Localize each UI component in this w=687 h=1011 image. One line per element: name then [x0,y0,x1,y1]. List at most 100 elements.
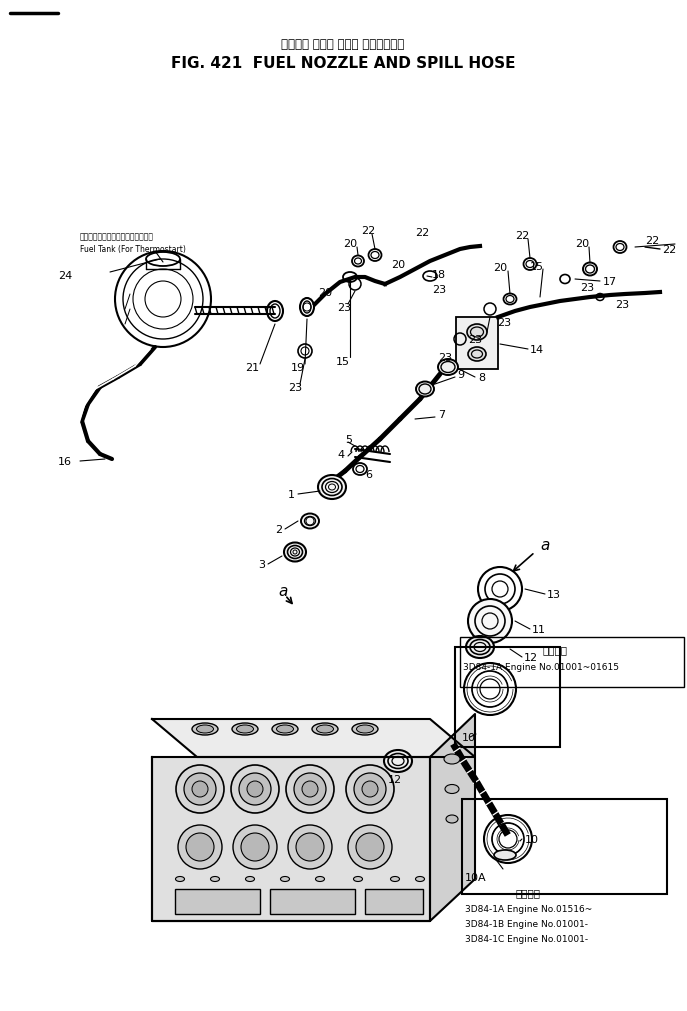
Ellipse shape [175,877,185,882]
Circle shape [239,773,271,805]
Ellipse shape [357,725,374,733]
Ellipse shape [494,850,516,860]
Text: 23: 23 [468,335,482,345]
Circle shape [176,765,224,813]
Ellipse shape [276,725,293,733]
Ellipse shape [468,348,486,362]
Circle shape [296,833,324,861]
Circle shape [346,765,394,813]
Circle shape [192,782,208,798]
Polygon shape [430,715,475,921]
Text: 14: 14 [530,345,544,355]
Text: 11: 11 [532,625,546,634]
Ellipse shape [245,877,254,882]
Text: 3: 3 [258,559,265,569]
Text: 3D84-1B Engine No.01001-: 3D84-1B Engine No.01001- [465,920,588,928]
Ellipse shape [318,475,346,499]
Text: 10: 10 [462,732,476,742]
Text: 20: 20 [575,239,589,249]
Bar [175,889,260,914]
Text: 6: 6 [365,469,372,479]
Bar [462,800,667,894]
Text: 23: 23 [288,382,302,392]
Text: 23: 23 [580,283,594,293]
Text: 21: 21 [245,363,259,373]
Ellipse shape [210,877,220,882]
Circle shape [247,782,263,798]
Ellipse shape [444,754,460,764]
Text: 23: 23 [497,317,511,328]
Text: 20: 20 [391,260,405,270]
Ellipse shape [466,636,494,658]
Ellipse shape [352,723,378,735]
Ellipse shape [317,725,333,733]
Circle shape [302,782,318,798]
Circle shape [241,833,269,861]
Circle shape [294,773,326,805]
Ellipse shape [232,723,258,735]
Text: Fuel Tank (For Thermostart): Fuel Tank (For Thermostart) [80,245,186,253]
Ellipse shape [416,382,434,397]
Text: 5: 5 [345,435,352,445]
Text: 3D84-1A Engine No.01516~: 3D84-1A Engine No.01516~ [465,905,592,914]
Bar [365,889,423,914]
Ellipse shape [390,877,400,882]
Text: 3D84-1C Engine No.01001-: 3D84-1C Engine No.01001- [465,934,588,943]
Text: 適用号機: 適用号機 [515,887,541,897]
Circle shape [178,825,222,869]
Text: 2: 2 [275,525,282,535]
Text: 3D84-1A Engine No.01001~01615: 3D84-1A Engine No.01001~01615 [463,663,619,672]
Circle shape [288,825,332,869]
Text: 17: 17 [603,277,617,287]
Ellipse shape [192,723,218,735]
Circle shape [356,833,384,861]
Text: FIG. 421  FUEL NOZZLE AND SPILL HOSE: FIG. 421 FUEL NOZZLE AND SPILL HOSE [171,56,515,71]
Text: 1: 1 [288,489,295,499]
Ellipse shape [301,514,319,529]
Ellipse shape [272,723,298,735]
Bar [270,889,355,914]
Text: 22: 22 [515,231,529,241]
Text: 12: 12 [388,774,402,785]
Text: 15: 15 [336,357,350,367]
Text: フエルタンク（サーモスタート用）: フエルタンク（サーモスタート用） [80,233,154,242]
Text: 22: 22 [415,227,429,238]
Circle shape [186,833,214,861]
Text: a: a [540,537,550,552]
Bar [460,637,684,687]
Ellipse shape [312,723,338,735]
Circle shape [286,765,334,813]
Bar [456,317,498,370]
Text: 23: 23 [432,285,446,295]
Text: 9: 9 [457,370,464,379]
Text: 7: 7 [438,409,445,420]
Ellipse shape [446,815,458,823]
Ellipse shape [236,725,254,733]
Text: 22: 22 [645,236,659,246]
Text: 10: 10 [525,834,539,844]
Text: 16: 16 [58,457,72,466]
Text: 19: 19 [291,363,305,373]
Ellipse shape [354,877,363,882]
Text: 10A: 10A [465,872,486,883]
Circle shape [362,782,378,798]
Text: 8: 8 [478,373,485,382]
Text: 23: 23 [337,302,351,312]
Circle shape [233,825,277,869]
Text: a: a [278,584,287,599]
Ellipse shape [384,750,412,772]
Text: 13: 13 [547,589,561,600]
Text: フェエル ノズル および スビルホース: フェエル ノズル および スビルホース [282,37,405,51]
Text: 23: 23 [438,353,452,363]
Text: 20: 20 [343,239,357,249]
Text: 12: 12 [524,652,538,662]
Ellipse shape [416,877,425,882]
Ellipse shape [196,725,214,733]
Text: 20: 20 [318,288,332,297]
Text: 24: 24 [58,271,72,281]
Ellipse shape [445,785,459,794]
Ellipse shape [467,325,487,341]
Polygon shape [152,719,475,757]
Circle shape [231,765,279,813]
Ellipse shape [280,877,289,882]
